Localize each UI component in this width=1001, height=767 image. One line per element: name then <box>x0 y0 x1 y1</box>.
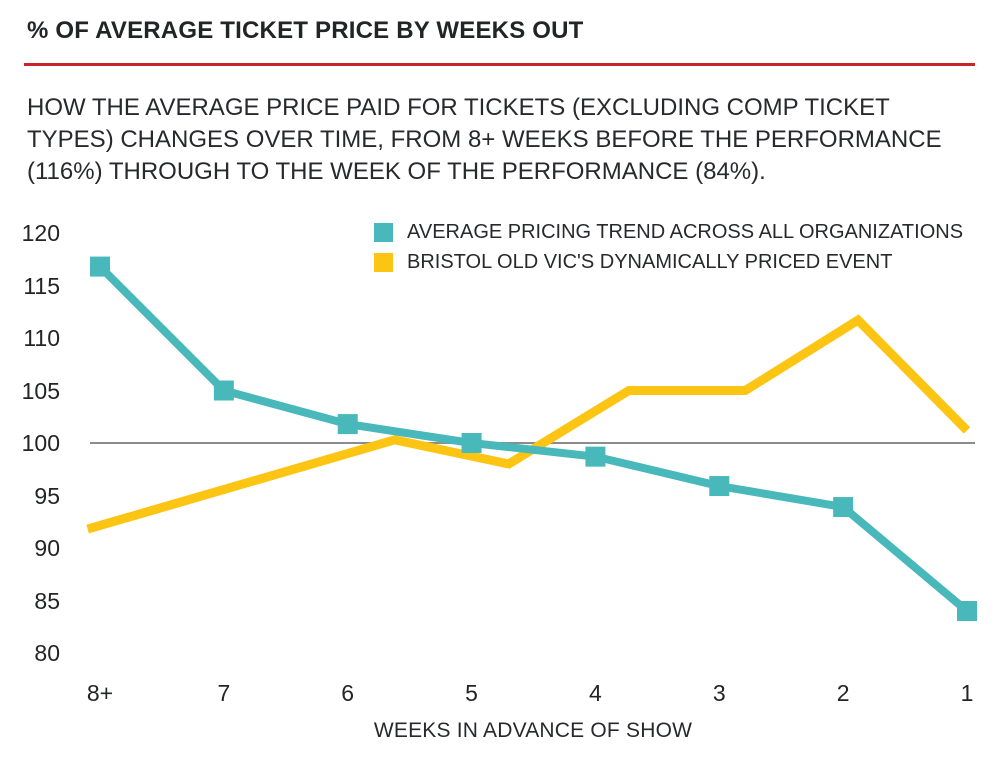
legend-label-average-trend: AVERAGE PRICING TREND ACROSS ALL ORGANIZ… <box>407 221 964 243</box>
data-point-marker-week-7 <box>213 380 234 401</box>
chart-subtitle: HOW THE AVERAGE PRICE PAID FOR TICKETS (… <box>27 92 942 188</box>
x-axis-title: WEEKS IN ADVANCE OF SHOW <box>373 719 693 742</box>
legend-item-average-trend: AVERAGE PRICING TREND ACROSS ALL ORGANIZ… <box>374 221 963 243</box>
series-line-average-trend <box>97 263 970 615</box>
y-tick-80: 80 <box>34 640 60 666</box>
y-tick-105: 105 <box>21 377 60 404</box>
y-tick-115: 115 <box>23 272 60 299</box>
series-line-bristol-old-vic <box>86 314 971 534</box>
chart-legend: AVERAGE PRICING TREND ACROSS ALL ORGANIZ… <box>374 221 963 281</box>
data-point-marker-week-5 <box>461 433 482 453</box>
legend-item-bristol-old-vic: BRISTOL OLD VIC'S DYNAMICALLY PRICED EVE… <box>374 251 963 273</box>
y-tick-110: 110 <box>23 325 60 351</box>
y-tick-100: 100 <box>21 430 60 456</box>
subtitle-line-3: (116%) THROUGH TO THE WEEK OF THE PERFOR… <box>27 158 766 185</box>
data-point-marker-week-4 <box>585 446 606 467</box>
data-point-marker-week-8+ <box>90 256 110 277</box>
y-tick-85: 85 <box>34 587 60 614</box>
x-tick-3: 3 <box>712 680 726 706</box>
data-point-marker-week-1 <box>956 601 977 621</box>
legend-label-bristol-old-vic: BRISTOL OLD VIC'S DYNAMICALLY PRICED EVE… <box>407 251 893 273</box>
x-tick-4: 4 <box>589 680 602 706</box>
x-tick-6: 6 <box>341 680 355 706</box>
subtitle-line-1: HOW THE AVERAGE PRICE PAID FOR TICKETS (… <box>27 94 890 121</box>
yellow-series-swatch-icon <box>374 252 393 272</box>
x-tick-1: 1 <box>960 680 974 706</box>
data-point-marker-week-6 <box>337 414 358 435</box>
x-tick-5: 5 <box>465 680 478 706</box>
y-tick-90: 90 <box>34 535 60 561</box>
data-point-marker-week-3 <box>709 476 730 497</box>
data-point-marker-week-2 <box>833 497 854 518</box>
x-tick-7: 7 <box>217 680 231 706</box>
y-tick-95: 95 <box>34 482 60 509</box>
teal-series-swatch-icon <box>374 222 393 242</box>
title-divider-rule <box>24 63 975 66</box>
subtitle-line-2: TYPES) CHANGES OVER TIME, FROM 8+ WEEKS … <box>27 126 942 153</box>
x-tick-8+: 8+ <box>86 680 114 706</box>
x-tick-2: 2 <box>836 680 850 706</box>
page-title: % OF AVERAGE TICKET PRICE BY WEEKS OUT <box>27 17 584 44</box>
y-tick-120: 120 <box>21 220 60 246</box>
